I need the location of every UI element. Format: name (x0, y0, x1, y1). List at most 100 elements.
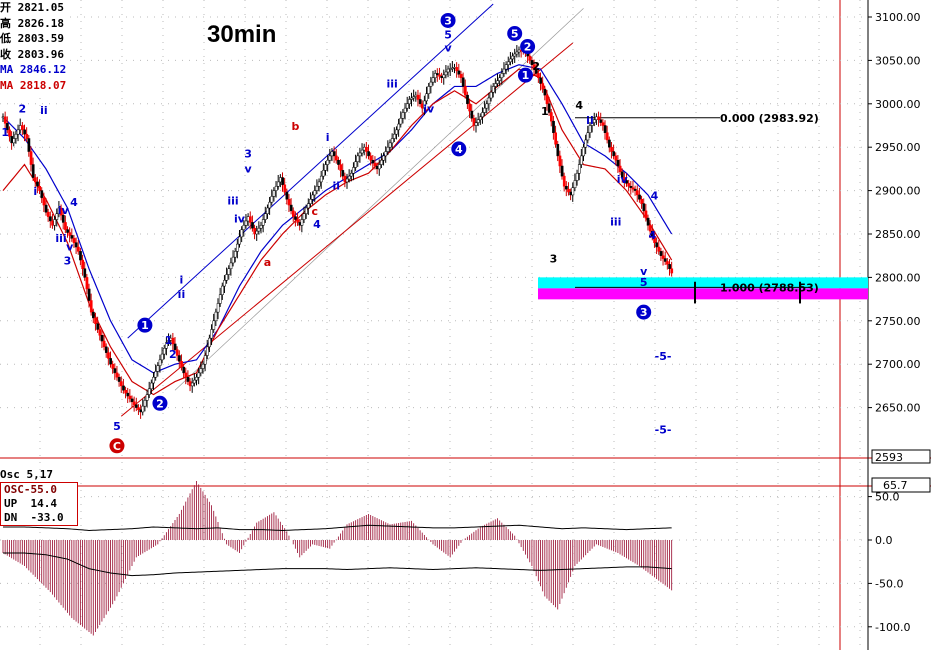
osc-up-label: UP (4, 497, 18, 510)
osc-value: OSC-55.0 (4, 483, 57, 496)
candle-body (455, 67, 459, 72)
candle-body (53, 219, 57, 226)
candle-body (352, 167, 355, 174)
candle-body (124, 389, 128, 394)
candle-body (586, 132, 590, 141)
candle-body (476, 119, 480, 123)
wave-label: v (66, 240, 74, 253)
candle-body (128, 395, 132, 400)
wave-label: iii (227, 194, 238, 207)
candle-body (666, 261, 669, 265)
wave-label: 4 (648, 229, 656, 242)
candle-body (251, 222, 254, 229)
candle-body (401, 112, 405, 119)
candle-body (547, 103, 551, 113)
candle-body (670, 268, 674, 274)
candle-body (470, 110, 474, 119)
candle-body (264, 213, 267, 220)
candle-body (1, 116, 5, 119)
wave-label: 4 (70, 196, 78, 209)
candle-body (537, 73, 540, 79)
candle-body (137, 407, 140, 411)
candle-body (629, 186, 633, 188)
osc-lower-line (3, 552, 672, 577)
ohlc-row: MA 2846.12 (0, 63, 67, 76)
candle-body (515, 51, 519, 55)
candle-body (571, 187, 575, 196)
candle-body (345, 178, 349, 183)
candle-body (229, 262, 233, 269)
candle-body (317, 181, 321, 187)
candle-body (109, 358, 112, 365)
wave-circle-label: 1 (522, 69, 530, 82)
candle-body (354, 161, 358, 168)
candle-body (603, 125, 607, 133)
candle-body (627, 183, 631, 187)
candle-body (565, 186, 568, 190)
candle-body (412, 96, 416, 99)
candle-body (150, 382, 153, 390)
candle-body (595, 116, 598, 120)
candle-body (276, 181, 280, 187)
wave-label: ii (332, 180, 340, 193)
candle-body (34, 177, 37, 183)
candle-body (405, 103, 409, 109)
candle-body (8, 129, 11, 137)
wave-label: 3 (550, 253, 558, 266)
candle-body (343, 175, 347, 183)
candle-body (163, 348, 166, 355)
candle-body (70, 235, 74, 239)
candle-body (380, 159, 383, 165)
candle-body (332, 151, 336, 157)
ohlc-info-box: 开 2821.05 高 2826.18 低 2803.59 收 2803.96 MA 2… (0, 0, 67, 93)
wave-circle (440, 12, 456, 28)
candle-body (573, 180, 577, 188)
candle-body (663, 258, 667, 262)
candle-body (504, 64, 508, 70)
candle-body (214, 311, 218, 322)
wave-label: iv (423, 102, 435, 115)
wave-label: iii (55, 232, 66, 245)
wave-circle (507, 25, 523, 41)
candle-body (141, 405, 145, 413)
candle-body (96, 323, 100, 330)
candle-body (408, 99, 411, 105)
candle-body (360, 149, 364, 154)
candle-body (231, 256, 235, 264)
candle-body (92, 311, 95, 319)
candle-body (489, 91, 493, 99)
wave-label: iv (617, 173, 629, 186)
candle-body (481, 112, 484, 118)
candle-body (528, 55, 532, 61)
candle-body (335, 155, 338, 161)
candle-body (569, 191, 573, 196)
wave-label: -5- (655, 350, 672, 363)
candle-body (190, 382, 194, 387)
price-tick-label: 3050.00 (875, 54, 921, 67)
candle-body (240, 229, 244, 238)
wave-label: ii (586, 114, 594, 127)
candle-body (302, 213, 306, 220)
candle-body (616, 159, 620, 167)
wave-circle (137, 317, 153, 333)
candle-body (393, 133, 396, 139)
wave-circle-label: 4 (455, 143, 463, 156)
candle-body (365, 146, 368, 152)
candle-body (403, 107, 407, 113)
candle-body (115, 372, 119, 378)
candle-body (61, 214, 65, 223)
ohlc-row: MA 2818.07 (0, 78, 67, 92)
candle-body (145, 394, 149, 401)
candle-body (464, 86, 467, 96)
candle-body (210, 329, 214, 339)
chart-title: 30min (207, 21, 276, 48)
candle-body (274, 186, 278, 191)
candle-body (283, 184, 287, 193)
candle-body (139, 409, 143, 413)
osc-dn: DN -33.0 (4, 511, 74, 525)
candle-body (40, 190, 44, 199)
candle-body (178, 355, 181, 362)
upper-channel-line (127, 3, 494, 339)
candle-body (651, 230, 654, 238)
candle-body (657, 246, 661, 252)
